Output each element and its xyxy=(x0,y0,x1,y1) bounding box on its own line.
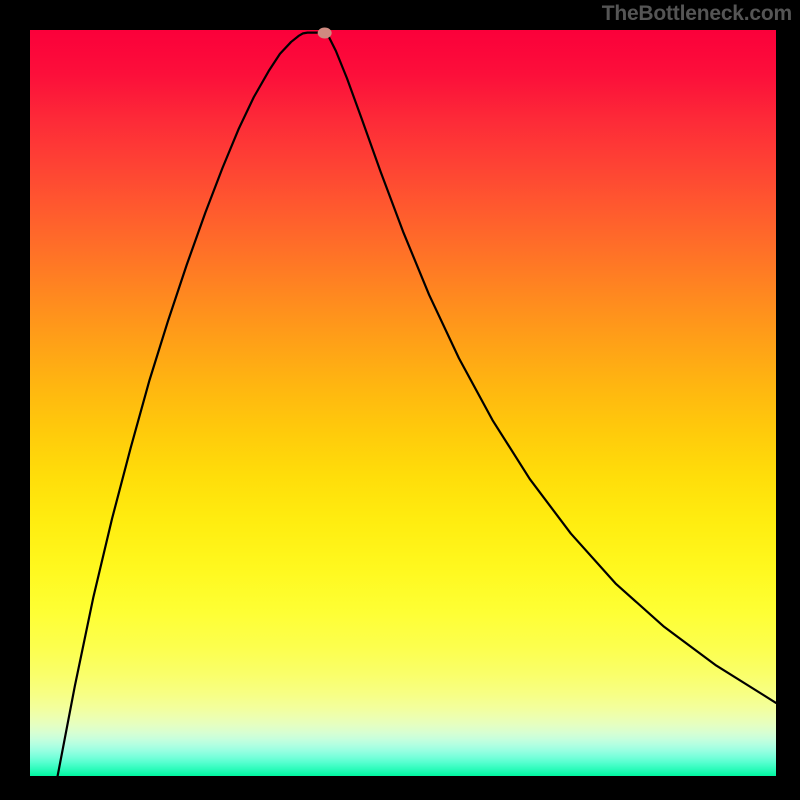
bottleneck-chart xyxy=(0,0,800,800)
minimum-marker xyxy=(318,27,332,38)
plot-background xyxy=(30,30,776,776)
watermark-text: TheBottleneck.com xyxy=(602,2,792,26)
chart-container: TheBottleneck.com xyxy=(0,0,800,800)
